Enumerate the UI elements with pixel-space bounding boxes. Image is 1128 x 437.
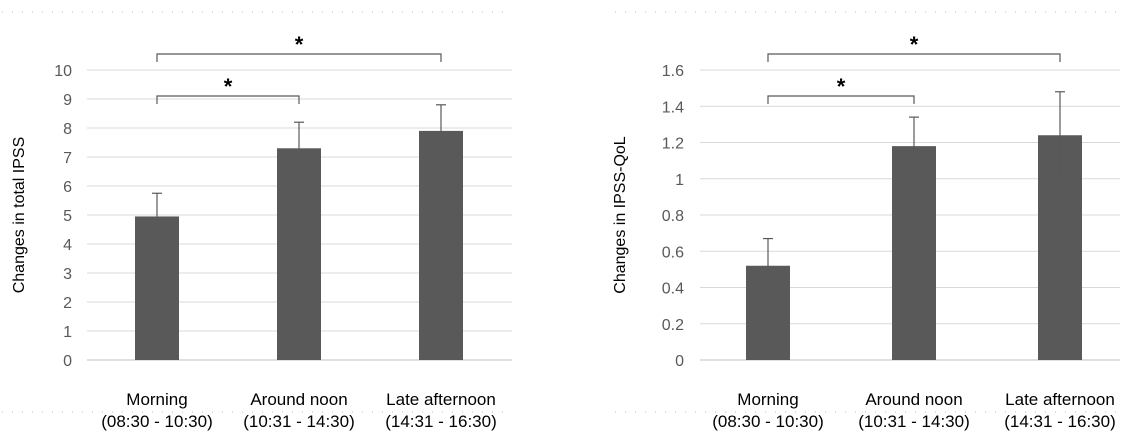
y-tick-label: 0.8 bbox=[662, 208, 684, 225]
y-tick-label: 1.4 bbox=[662, 99, 684, 116]
significance-bracket bbox=[767, 53, 1061, 62]
x-tick-label-range: (10:31 - 14:30) bbox=[858, 412, 970, 431]
x-tick-label-range: (08:30 - 10:30) bbox=[712, 412, 824, 431]
bar bbox=[892, 146, 936, 360]
y-tick-label: 0.6 bbox=[662, 244, 684, 261]
x-tick-label-range: (08:30 - 10:30) bbox=[101, 412, 213, 431]
significance-bracket bbox=[156, 95, 300, 104]
y-axis-label: Changes in IPSS-QoL bbox=[612, 136, 629, 294]
significance-marker: * bbox=[837, 74, 846, 99]
y-tick-label: 10 bbox=[54, 63, 72, 80]
y-tick-label: 1 bbox=[63, 324, 72, 341]
significance-bracket bbox=[767, 95, 915, 104]
significance-bracket bbox=[156, 53, 442, 62]
chart-panel-ipss: 0 1 2 3 4 5 6 7 8 9 10 Changes in total IPSS Morning… bbox=[2, 11, 512, 431]
x-tick-label: Late afternoon bbox=[1005, 390, 1115, 409]
y-tick-label: 8 bbox=[63, 121, 72, 138]
x-tick-label-range: (10:31 - 14:30) bbox=[243, 412, 355, 431]
x-tick-label: Morning bbox=[126, 390, 187, 409]
y-tick-label: 6 bbox=[63, 179, 72, 196]
y-tick-label: 5 bbox=[63, 208, 72, 225]
bar bbox=[277, 148, 321, 360]
significance-marker: * bbox=[910, 32, 919, 57]
y-tick-label: 0.4 bbox=[662, 281, 684, 298]
y-tick-label: 1 bbox=[675, 172, 684, 189]
bar bbox=[419, 130, 463, 360]
y-tick-label: 9 bbox=[63, 92, 72, 109]
y-tick-label: 0 bbox=[63, 353, 72, 370]
y-tick-label: 3 bbox=[63, 266, 72, 283]
x-tick-label-range: (14:31 - 16:30) bbox=[1004, 412, 1116, 431]
y-tick-label: 1.2 bbox=[662, 136, 684, 153]
x-tick-label: Around noon bbox=[250, 390, 347, 409]
y-tick-label: 7 bbox=[63, 150, 72, 167]
x-tick-label: Morning bbox=[737, 390, 798, 409]
y-axis-label: Changes in total IPSS bbox=[11, 137, 28, 294]
y-tick-label: 0 bbox=[675, 353, 684, 370]
y-tick-label: 2 bbox=[63, 295, 72, 312]
y-tick-label: 0.2 bbox=[662, 317, 684, 334]
x-tick-label: Around noon bbox=[865, 390, 962, 409]
x-tick-label: Late afternoon bbox=[386, 390, 496, 409]
y-tick-label: 1.6 bbox=[662, 63, 684, 80]
significance-marker: * bbox=[295, 32, 304, 57]
significance-marker: * bbox=[224, 74, 233, 99]
y-tick-label: 4 bbox=[63, 237, 72, 254]
x-tick-label-range: (14:31 - 16:30) bbox=[385, 412, 497, 431]
chart-panel-qol: 0 0.2 0.4 0.6 0.8 1 1.2 1.4 1.6 Changes in IPSS-Q… bbox=[612, 11, 1120, 431]
